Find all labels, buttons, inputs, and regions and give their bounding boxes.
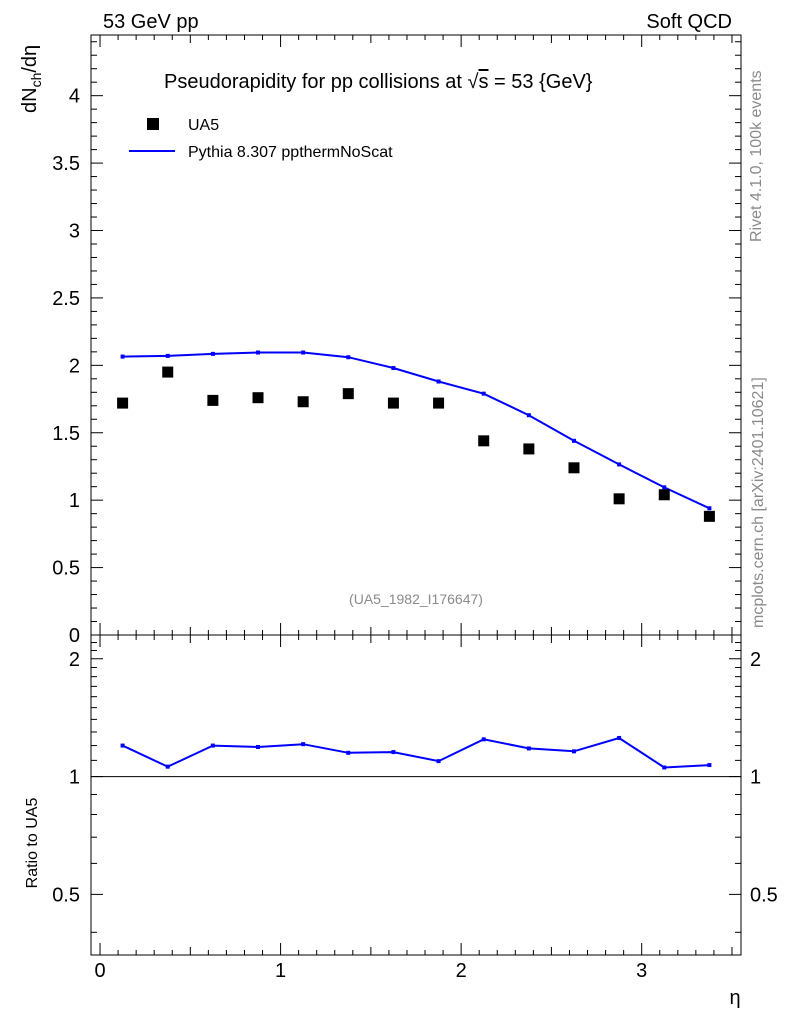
ratio-y-axis-label: Ratio to UA5 (24, 798, 41, 889)
header-left: 53 GeV pp (103, 11, 199, 33)
ua5-data-point (342, 388, 354, 400)
ratio-point (346, 750, 351, 755)
pythia-point (210, 351, 215, 356)
y-axis-label: dNch/dη (19, 45, 44, 113)
ratio-point (256, 745, 261, 749)
pythia-point (662, 485, 667, 490)
ratio-point (120, 743, 125, 748)
ratio-point (707, 763, 712, 768)
ratio-tick-label-left: 1 (69, 767, 80, 789)
ua5-data-point (568, 462, 580, 474)
y-tick-label: 0.5 (52, 558, 80, 580)
pythia-point (391, 366, 396, 371)
x-tick-label: 0 (94, 960, 105, 982)
ratio-plot-frame (90, 634, 742, 956)
pythia-point (617, 462, 622, 467)
title-s: s (478, 71, 488, 93)
ua5-data-point (523, 443, 535, 455)
header-right: Soft QCD (646, 11, 732, 33)
pythia-point (481, 391, 486, 396)
pythia-point (707, 506, 712, 511)
ratio-tick-label-right: 1 (750, 767, 761, 789)
title-sqrt: √ (468, 71, 479, 93)
pythia-point (436, 379, 441, 384)
y-tick-label: 2.5 (52, 288, 80, 310)
legend-label-pythia: Pythia 8.307 ppthermNoScat (188, 144, 393, 161)
pythia-point (256, 350, 261, 355)
ua5-data-point (703, 510, 715, 522)
pythia-point (301, 350, 306, 355)
analysis-tag: (UA5_1982_I176647) (349, 591, 483, 607)
ua5-data-point (658, 489, 670, 501)
rivet-label: Rivet 4.1.0, 100k events (748, 70, 765, 242)
ua5-data-point (478, 435, 490, 447)
ua5-data-point (117, 397, 129, 409)
ua5-data-point (613, 493, 625, 505)
y-tick-label: 2 (69, 355, 80, 377)
ua5-data-point (297, 396, 309, 408)
mcplots-label: mcplots.cern.ch [arXiv:2401.10621] (750, 377, 767, 628)
title-prefix: Pseudorapidity for pp collisions at (164, 71, 468, 93)
y-tick-label: 1.5 (52, 423, 80, 445)
ratio-point (481, 737, 486, 742)
y-tick-label: 0 (69, 625, 80, 647)
y-tick-label: 3 (69, 221, 80, 243)
ratio-point (662, 765, 667, 770)
chart-title: Pseudorapidity for pp collisions at √s =… (164, 71, 593, 93)
ratio-point (165, 764, 170, 769)
x-axis-label: η (729, 987, 740, 1009)
ratio-point (571, 749, 576, 754)
ratio-line (122, 736, 710, 769)
ua5-data-point (252, 392, 264, 404)
pythia-line (122, 351, 710, 510)
ratio-tick-label-right: 2 (750, 649, 761, 671)
ua5-data-point (387, 397, 399, 409)
y-tick-label: 1 (69, 490, 80, 512)
ratio-point (391, 750, 396, 755)
pythia-point (526, 413, 531, 418)
ratio-point (210, 743, 215, 748)
pythia-point (120, 354, 125, 359)
ratio-tick-label-left: 0.5 (52, 884, 80, 906)
ratio-point (617, 735, 622, 740)
ua5-data-point (207, 394, 219, 406)
legend-label-ua5: UA5 (188, 117, 219, 134)
ratio-tick-label-right: 0.5 (750, 884, 778, 906)
x-tick-label: 2 (456, 960, 467, 982)
ratio-point (526, 746, 531, 751)
ratio-point (301, 742, 306, 747)
y-tick-label: 3.5 (52, 153, 80, 175)
title-suffix: = 53 {GeV} (488, 71, 592, 93)
y-tick-label: 4 (69, 86, 80, 108)
ua5-data-point (162, 366, 174, 378)
pythia-point (571, 438, 576, 443)
ratio-point (436, 759, 441, 764)
legend-marker-ua5 (147, 118, 159, 130)
ua5-data-point (433, 397, 445, 409)
pythia-point (165, 353, 170, 358)
pythia-point (346, 355, 351, 360)
ratio-tick-label-left: 2 (69, 649, 80, 671)
x-tick-label: 3 (636, 960, 647, 982)
x-tick-label: 1 (275, 960, 286, 982)
